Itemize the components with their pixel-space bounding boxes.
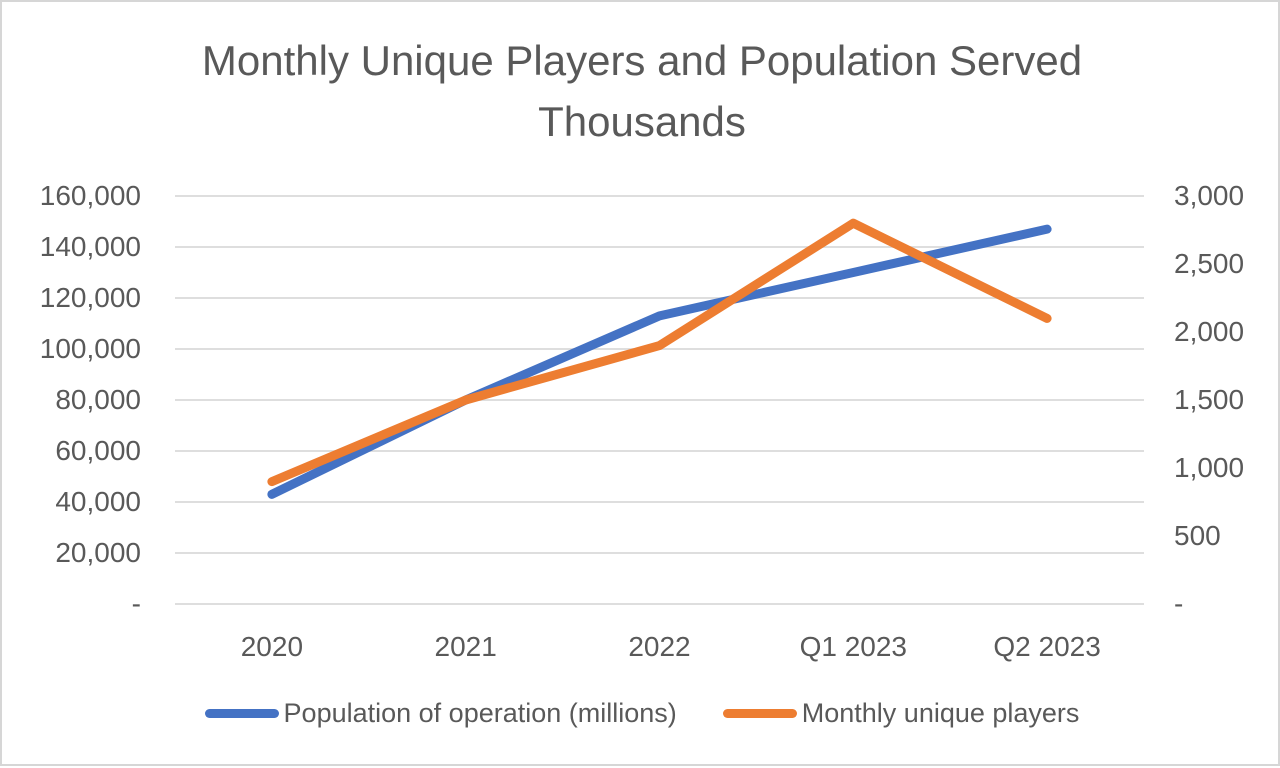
right-axis-tick-label: 3,000	[1174, 180, 1245, 211]
left-axis-tick-label: 100,000	[39, 333, 141, 364]
legend-swatch-population-icon	[204, 708, 279, 718]
left-axis-tick-label: -	[131, 588, 141, 619]
legend: Population of operation (millions) Monthl…	[2, 696, 1280, 730]
right-axis-tick-label: 1,000	[1174, 452, 1245, 483]
right-axis-tick-label: 500	[1174, 520, 1221, 551]
left-axis-tick-label: 60,000	[55, 435, 141, 466]
right-axis-tick-label: 2,000	[1174, 316, 1245, 347]
right-axis-tick-label: -	[1174, 588, 1184, 619]
series-line-population	[267, 224, 1052, 499]
chart-title-line1: Monthly Unique Players and Population Se…	[201, 37, 1083, 84]
right-axis-tick-label: 2,500	[1174, 248, 1245, 279]
x-axis-tick-label: Q1 2023	[799, 631, 907, 662]
legend-item-players: Monthly unique players	[722, 696, 1080, 730]
x-axis-tick-label: 2022	[628, 631, 691, 662]
legend-label-population: Population of operation (millions)	[283, 698, 677, 728]
legend-item-population: Population of operation (millions)	[204, 696, 677, 730]
left-axis-tick-label: 120,000	[39, 282, 141, 313]
legend-swatch-players-icon	[722, 708, 797, 718]
x-axis-tick-label: Q2 2023	[993, 631, 1101, 662]
series-line-players	[267, 218, 1052, 487]
right-axis-tick-label: 1,500	[1174, 384, 1245, 415]
left-axis-tick-label: 140,000	[39, 231, 141, 262]
x-axis-tick-label: 2020	[240, 631, 304, 662]
left-axis-tick-label: 20,000	[55, 537, 141, 568]
left-axis-tick-label: 80,000	[55, 384, 141, 415]
x-axis-tick-label: 2021	[434, 631, 497, 662]
left-axis-tick-label: 40,000	[55, 486, 141, 517]
chart-title: Monthly Unique Players and Population Se…	[2, 30, 1280, 152]
legend-label-players: Monthly unique players	[801, 698, 1080, 728]
left-axis-tick-label: 160,000	[39, 180, 141, 211]
chart-title-line2: Thousands	[538, 98, 746, 145]
